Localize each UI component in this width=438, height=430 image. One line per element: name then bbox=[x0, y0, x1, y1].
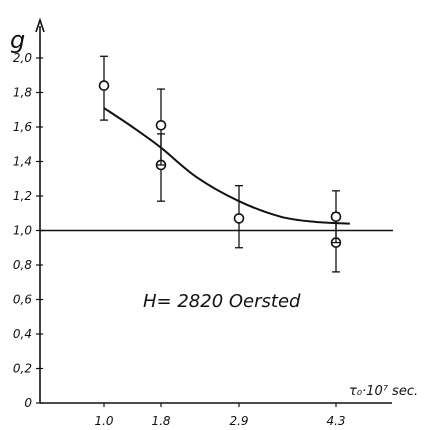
data-point bbox=[157, 121, 166, 130]
chart-annotation: H= 2820 Oersted bbox=[143, 291, 301, 312]
ticks: 00,20,40,60,81,01,21,41,61,82,01.0 1.8 2.9… bbox=[13, 51, 346, 428]
fit-curve bbox=[104, 108, 350, 224]
y-tick-label: 0 bbox=[24, 396, 32, 410]
y-tick-label: 0,2 bbox=[13, 362, 32, 376]
y-tick-label: 1,6 bbox=[13, 120, 32, 134]
data-points-group bbox=[100, 56, 341, 272]
data-point bbox=[332, 212, 341, 221]
x-tick-label: 2.9 bbox=[229, 414, 248, 428]
fit-curve-group bbox=[104, 108, 350, 224]
data-point bbox=[100, 81, 109, 90]
y-tick-label: 1,0 bbox=[13, 224, 32, 238]
y-tick-label: 1,2 bbox=[13, 189, 32, 203]
y-tick-label: 1,4 bbox=[13, 155, 32, 169]
x-tick-label: 4.3 bbox=[326, 414, 345, 428]
y-tick-label: 0,6 bbox=[13, 293, 32, 307]
axes bbox=[36, 20, 393, 403]
x-tick-label: 1.0 bbox=[94, 414, 113, 428]
y-tick-label: 0,8 bbox=[13, 258, 32, 272]
y-tick-label: 0,4 bbox=[13, 327, 32, 341]
x-axis-label: τ₀·10⁷ sec. bbox=[349, 384, 418, 399]
y-tick-label: 1,8 bbox=[13, 86, 32, 100]
x-tick-label: 1.8 bbox=[151, 414, 170, 428]
y-axis-label: g bbox=[10, 26, 25, 54]
data-point bbox=[235, 214, 244, 223]
